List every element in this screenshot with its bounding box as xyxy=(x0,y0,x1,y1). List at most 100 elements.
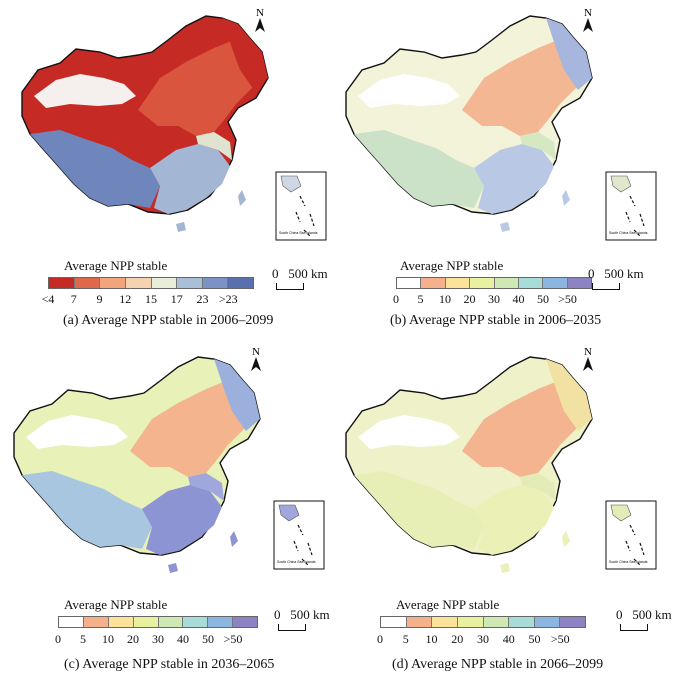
svg-text:N: N xyxy=(584,346,592,358)
taiwan-b xyxy=(562,190,570,206)
legend-swatch xyxy=(381,617,406,627)
legend-swatch xyxy=(482,617,509,627)
legend-tick-label: 50 xyxy=(528,632,541,646)
svg-text:N: N xyxy=(252,346,260,358)
legend-tick-label: 7 xyxy=(70,292,77,306)
scale-bar-b xyxy=(592,283,620,290)
svg-text:N: N xyxy=(256,7,264,19)
taiwan-a xyxy=(238,190,246,206)
legend-tick-label: >23 xyxy=(218,292,238,306)
panel-d: South China Sea Islands N Average NPP st… xyxy=(344,341,688,682)
legend-tick-label: 5 xyxy=(402,632,409,646)
legend-tick-label: 30 xyxy=(488,292,500,306)
legend-swatch xyxy=(182,617,208,627)
inset-south-china-sea-c: South China Sea Islands xyxy=(273,500,325,570)
svg-text:N: N xyxy=(584,7,592,19)
legend-swatch xyxy=(508,617,534,627)
northeast-region-d xyxy=(546,359,592,431)
tibet-region-c xyxy=(22,471,152,549)
legend-tick-label: 5 xyxy=(80,632,86,646)
legend-title-c: Average NPP stable xyxy=(64,597,168,612)
caption-a: (a) Average NPP stable in 2006–2099 xyxy=(63,313,274,328)
legend-swatch xyxy=(456,617,483,627)
desert-region-b xyxy=(358,74,460,108)
legend-bar-d xyxy=(380,616,586,628)
legend-tick-label: <4 xyxy=(41,292,55,306)
legend-swatch xyxy=(227,278,253,288)
map-a: South China Sea Islands N xyxy=(21,7,327,241)
legend-tick-label: 5 xyxy=(417,292,424,306)
legend-swatch xyxy=(49,278,74,288)
legend-tick-label: 10 xyxy=(425,632,438,646)
legend-swatch xyxy=(176,278,202,288)
legend-swatch xyxy=(150,278,177,288)
legend-title-b: Average NPP stable xyxy=(400,258,504,273)
panel-a: South China Sea Islands N Average NPP st… xyxy=(0,0,344,341)
legend-tick-label: >50 xyxy=(558,292,577,306)
hainan-a xyxy=(176,222,186,232)
legend-title-d: Average NPP stable xyxy=(396,597,500,612)
north-region-d xyxy=(462,381,578,477)
desert-region-a xyxy=(34,74,136,108)
legend-tick-label: 9 xyxy=(96,292,103,306)
legend-tick-label: 50 xyxy=(537,292,549,306)
hainan-b xyxy=(500,222,510,232)
north-arrow-d: N xyxy=(583,346,593,371)
legend-tick-label: 0 xyxy=(377,632,383,646)
legend-swatch xyxy=(107,617,133,627)
inset-south-china-sea-d: South China Sea Islands xyxy=(605,500,657,570)
inset-label-a: South China Sea Islands xyxy=(279,231,318,235)
legend-tick-label: 20 xyxy=(451,632,464,646)
legend-swatch xyxy=(493,278,518,288)
legend-tick-label: 0 xyxy=(55,632,61,646)
southeast-region-b xyxy=(520,132,556,160)
legend-swatch xyxy=(207,617,233,627)
desert-region-d xyxy=(358,415,460,449)
legend-tick-label: 15 xyxy=(145,292,157,306)
legend-swatch xyxy=(59,617,83,627)
taiwan-d xyxy=(562,531,570,547)
legend-swatch xyxy=(99,278,125,288)
inset-label-c: South China Sea Islands xyxy=(277,560,316,564)
legend-tick-label: 40 xyxy=(512,292,525,306)
map-b: South China Sea Islands N xyxy=(345,7,657,241)
hainan-d xyxy=(500,563,510,573)
legend-swatch xyxy=(157,617,183,627)
legend-tick-label: 40 xyxy=(177,632,189,646)
legend-tick-label: >50 xyxy=(223,632,243,646)
legend-tick-label: 40 xyxy=(502,632,515,646)
tibet-region-a xyxy=(30,130,160,208)
north-region-b xyxy=(462,40,578,136)
scale-bar-d xyxy=(620,624,648,631)
legend-swatch xyxy=(431,617,457,627)
legend-tick-label: 10 xyxy=(102,632,114,646)
legend-swatch xyxy=(124,278,151,288)
legend-tick-label: 30 xyxy=(477,632,489,646)
desert-region-c xyxy=(26,415,128,449)
scale-label-d: 0 500 km xyxy=(616,607,672,622)
legend-swatch xyxy=(559,617,585,627)
legend-tick-label: >50 xyxy=(550,632,570,646)
legend-swatch xyxy=(566,278,591,288)
caption-d: (d) Average NPP stable in 2066–2099 xyxy=(392,657,604,672)
legend-tick-label: 23 xyxy=(196,292,209,306)
tibet-region-d xyxy=(354,471,484,549)
legend-swatch xyxy=(82,617,108,627)
legend-bar-a xyxy=(48,277,254,289)
legend-bar-b xyxy=(396,277,592,289)
legend-swatch xyxy=(73,278,100,288)
panel-b: South China Sea Islands N Average NPP st… xyxy=(344,0,688,341)
caption-b: (b) Average NPP stable in 2006–2035 xyxy=(390,313,602,328)
legend-tick-label: 20 xyxy=(463,292,476,306)
scale-label-b: 0 500 km xyxy=(588,266,644,281)
north-arrow-a: N xyxy=(255,7,265,32)
legend-swatch xyxy=(397,278,421,288)
legend-swatch xyxy=(132,617,158,627)
legend-title-a: Average NPP stable xyxy=(64,258,168,273)
legend-tick-label: 10 xyxy=(439,292,451,306)
map-c: South China Sea Islands N xyxy=(13,346,325,573)
tibet-region-b xyxy=(354,130,484,208)
legend-swatch xyxy=(201,278,228,288)
south-region-d xyxy=(474,485,554,555)
scale-label-c: 0 500 km xyxy=(274,607,330,622)
